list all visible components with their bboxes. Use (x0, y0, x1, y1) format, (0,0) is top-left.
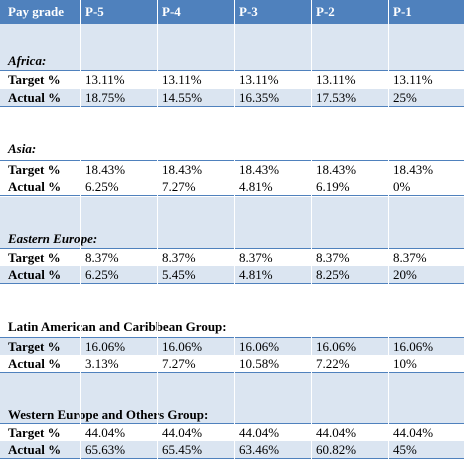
target-row-asia: Target % 18.43% 18.43% 18.43% 18.43% 18.… (0, 160, 464, 178)
actual-cell: 4.81% (239, 267, 273, 282)
region-block-latin-america: Latin American and Caribbean Group: (0, 285, 464, 337)
target-cell: 13.11% (85, 72, 125, 87)
actual-cell: 5.45% (162, 267, 196, 282)
target-cell: 8.37% (393, 250, 427, 265)
actual-cell: 7.27% (162, 179, 196, 194)
target-cell: 44.04% (239, 425, 280, 440)
target-row-latin-america: Target % 16.06% 16.06% 16.06% 16.06% 16.… (0, 337, 464, 355)
actual-cell: 0% (393, 179, 411, 194)
region-name-eastern-europe: Eastern Europe: (8, 231, 98, 246)
column-divider (80, 0, 81, 462)
target-cell: 44.04% (162, 425, 203, 440)
actual-cell: 18.75% (85, 90, 126, 105)
target-cell: 13.11% (393, 72, 433, 87)
target-label: Target % (8, 162, 61, 177)
actual-cell: 20% (393, 267, 417, 282)
target-cell: 16.06% (85, 339, 126, 354)
region-name-asia: Asia: (8, 141, 37, 156)
actual-cell: 65.45% (162, 442, 203, 457)
actual-label: Actual % (8, 90, 62, 105)
actual-row-asia: Actual % 6.25% 7.27% 4.81% 6.19% 0% (0, 178, 464, 196)
target-row-western-europe: Target % 44.04% 44.04% 44.04% 44.04% 44.… (0, 423, 464, 441)
target-cell: 18.43% (316, 162, 357, 177)
region-block-africa: Africa: (0, 24, 464, 70)
header-p2: P-2 (316, 4, 335, 19)
actual-cell: 17.53% (316, 90, 357, 105)
actual-label: Actual % (8, 442, 62, 457)
actual-row-latin-america: Actual % 3.13% 7.27% 10.58% 7.22% 10% (0, 355, 464, 373)
actual-cell: 6.19% (316, 179, 350, 194)
actual-cell: 60.82% (316, 442, 357, 457)
target-cell: 16.06% (316, 339, 357, 354)
actual-row-eastern-europe: Actual % 6.25% 5.45% 4.81% 8.25% 20% (0, 266, 464, 284)
target-cell: 13.11% (239, 72, 279, 87)
region-name-latin-america: Latin American and Caribbean Group: (8, 319, 227, 334)
actual-cell: 6.25% (85, 179, 119, 194)
target-cell: 13.11% (316, 72, 356, 87)
table-header: Pay grade P-5 P-4 P-3 P-2 P-1 (0, 0, 464, 24)
actual-cell: 65.63% (85, 442, 126, 457)
target-cell: 8.37% (239, 250, 273, 265)
target-cell: 16.06% (162, 339, 203, 354)
actual-cell: 25% (393, 90, 417, 105)
column-divider (157, 0, 158, 462)
actual-cell: 6.25% (85, 267, 119, 282)
header-p4: P-4 (162, 4, 181, 19)
header-pay-grade: Pay grade (8, 4, 64, 19)
actual-cell: 10.58% (239, 356, 280, 371)
target-cell: 18.43% (393, 162, 434, 177)
actual-row-africa: Actual % 18.75% 14.55% 16.35% 17.53% 25% (0, 89, 464, 107)
actual-cell: 7.27% (162, 356, 196, 371)
target-row-africa: Target % 13.11% 13.11% 13.11% 13.11% 13.… (0, 70, 464, 88)
actual-cell: 10% (393, 356, 417, 371)
region-name-western-europe: Western Europe and Others Group: (8, 407, 209, 422)
target-cell: 8.37% (85, 250, 119, 265)
actual-cell: 8.25% (316, 267, 350, 282)
target-cell: 13.11% (162, 72, 202, 87)
actual-cell: 63.46% (239, 442, 280, 457)
target-label: Target % (8, 339, 61, 354)
target-cell: 18.43% (162, 162, 203, 177)
target-label: Target % (8, 425, 61, 440)
target-cell: 18.43% (239, 162, 280, 177)
target-cell: 44.04% (316, 425, 357, 440)
target-cell: 18.43% (85, 162, 126, 177)
actual-cell: 7.22% (316, 356, 350, 371)
target-cell: 8.37% (162, 250, 196, 265)
header-p5: P-5 (85, 4, 104, 19)
column-divider (388, 0, 389, 462)
target-cell: 16.06% (393, 339, 434, 354)
column-divider (234, 0, 235, 462)
actual-cell: 4.81% (239, 179, 273, 194)
target-cell: 16.06% (239, 339, 280, 354)
column-divider (311, 0, 312, 462)
target-cell: 44.04% (393, 425, 434, 440)
region-block-western-europe: Western Europe and Others Group: (0, 373, 464, 423)
actual-label: Actual % (8, 356, 62, 371)
actual-row-western-europe: Actual % 65.63% 65.45% 63.46% 60.82% 45% (0, 441, 464, 459)
target-cell: 44.04% (85, 425, 126, 440)
actual-label: Actual % (8, 267, 62, 282)
region-block-asia: Asia: (0, 108, 464, 160)
actual-cell: 16.35% (239, 90, 280, 105)
header-p3: P-3 (239, 4, 258, 19)
actual-cell: 14.55% (162, 90, 203, 105)
header-p1: P-1 (393, 4, 412, 19)
target-row-eastern-europe: Target % 8.37% 8.37% 8.37% 8.37% 8.37% (0, 248, 464, 266)
actual-cell: 45% (393, 442, 417, 457)
target-label: Target % (8, 72, 61, 87)
target-label: Target % (8, 250, 61, 265)
region-name-africa: Africa: (8, 53, 47, 68)
actual-cell: 3.13% (85, 356, 119, 371)
target-cell: 8.37% (316, 250, 350, 265)
region-block-eastern-europe: Eastern Europe: (0, 197, 464, 248)
actual-label: Actual % (8, 179, 62, 194)
